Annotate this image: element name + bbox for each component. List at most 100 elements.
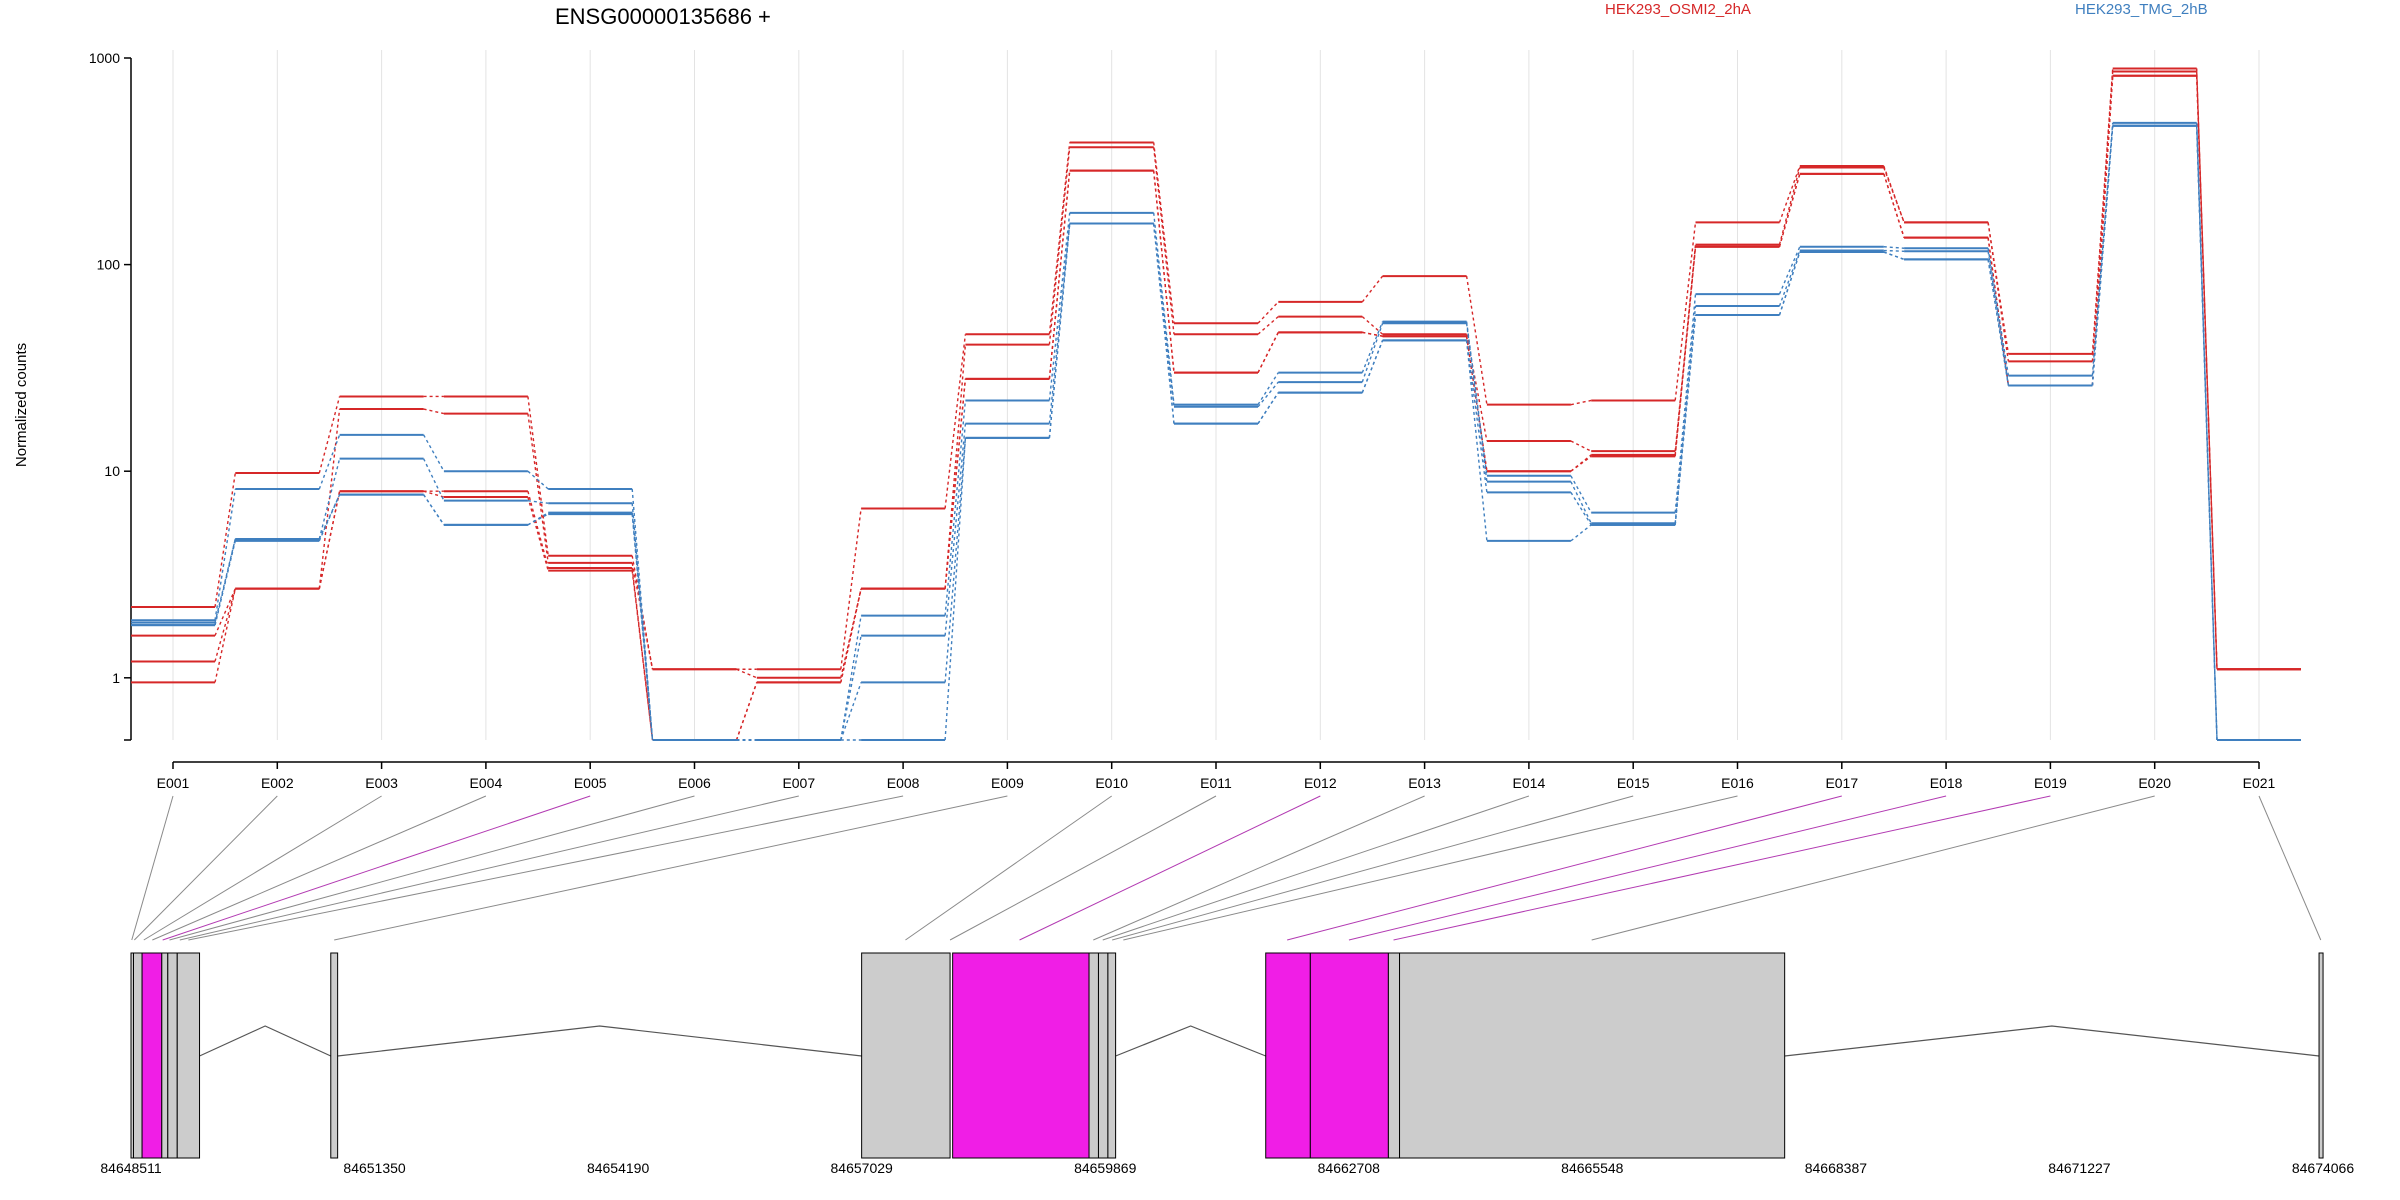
x-tick-label-e013: E013 bbox=[1408, 775, 1441, 791]
x-tick-label-e011: E011 bbox=[1200, 775, 1232, 791]
series-transition bbox=[1257, 392, 1279, 424]
highlighted-exon-block bbox=[1265, 952, 1311, 1159]
series-transition bbox=[1257, 372, 1279, 406]
gene-model-track bbox=[130, 952, 2324, 1159]
series-transition bbox=[1361, 316, 1384, 335]
series-transition bbox=[1883, 249, 1905, 252]
exon-block bbox=[2318, 952, 2324, 1159]
series-transition bbox=[1465, 275, 1488, 405]
x-tick-label-e002: E002 bbox=[261, 775, 294, 791]
connector-e005 bbox=[162, 795, 591, 941]
x-tick-label-e007: E007 bbox=[782, 775, 815, 791]
series-transition bbox=[1153, 142, 1175, 324]
series-transition bbox=[214, 488, 236, 621]
series-transition bbox=[944, 437, 967, 741]
intron-line bbox=[1115, 1025, 1266, 1057]
coordinate-label: 84648511 bbox=[100, 1160, 161, 1176]
x-tick-label-e019: E019 bbox=[2034, 775, 2067, 791]
connector-e002 bbox=[133, 795, 278, 941]
series-transition bbox=[1361, 323, 1384, 383]
intron-line bbox=[199, 1025, 332, 1057]
series-transition bbox=[1048, 212, 1071, 401]
series-transition bbox=[318, 396, 341, 474]
intron-line bbox=[337, 1025, 862, 1057]
chart-title: ENSG00000135686 + bbox=[555, 4, 771, 29]
series-transition bbox=[1257, 316, 1279, 335]
series-transition bbox=[1883, 246, 1905, 249]
series-transition bbox=[944, 344, 967, 589]
series-transition bbox=[1674, 294, 1697, 513]
series-transition bbox=[1153, 212, 1175, 405]
x-tick-label-e012: E012 bbox=[1304, 775, 1337, 791]
series-transition bbox=[1465, 340, 1488, 541]
connector-e019 bbox=[1393, 795, 2051, 941]
coordinate-label: 84674066 bbox=[2292, 1160, 2355, 1176]
series-transition bbox=[1778, 251, 1801, 316]
highlighted-exon-block bbox=[952, 952, 1090, 1159]
series-transition bbox=[1361, 275, 1384, 303]
exon-block bbox=[167, 952, 178, 1159]
series-transition bbox=[527, 512, 549, 526]
series-transition bbox=[214, 588, 236, 683]
series-transition bbox=[944, 334, 967, 509]
series-transition bbox=[1465, 323, 1488, 482]
series-transition bbox=[214, 588, 236, 662]
y-tick-label: 10 bbox=[104, 463, 120, 479]
connector-e011 bbox=[949, 795, 1217, 941]
series-transition bbox=[423, 490, 445, 498]
series-transition bbox=[318, 434, 341, 490]
series-transition bbox=[423, 408, 445, 415]
connector-e017 bbox=[1287, 795, 1842, 941]
exon-block bbox=[161, 952, 169, 1159]
y-tick-label: 100 bbox=[97, 257, 121, 273]
exon-block bbox=[1097, 952, 1109, 1159]
series-transition bbox=[944, 400, 967, 616]
series-transition bbox=[1048, 170, 1071, 379]
series-transition bbox=[1465, 336, 1488, 472]
series-transition bbox=[2091, 122, 2114, 376]
series-transition bbox=[1153, 223, 1175, 407]
series-transition bbox=[318, 494, 341, 542]
series-transition bbox=[1778, 173, 1801, 247]
series-transition bbox=[1570, 524, 1592, 542]
series-transition bbox=[631, 570, 654, 741]
y-axis-label: Normalized counts bbox=[13, 343, 30, 467]
series-transition bbox=[214, 588, 236, 636]
series-transition bbox=[2196, 75, 2218, 670]
series-transition bbox=[1257, 301, 1279, 324]
series-8 bbox=[131, 124, 2301, 741]
exon-block bbox=[1088, 952, 1099, 1159]
series-transition bbox=[1674, 314, 1697, 525]
series-transition bbox=[631, 514, 654, 741]
exon-block bbox=[861, 952, 951, 1159]
exon-block bbox=[330, 952, 339, 1159]
series-transition bbox=[2196, 68, 2218, 670]
connector-e007 bbox=[179, 795, 799, 941]
series-transition bbox=[1883, 173, 1905, 238]
series-transition bbox=[318, 491, 341, 589]
legend-entry-osmi2: HEK293_OSMI2_2hA bbox=[1605, 1, 1751, 18]
connector-e009 bbox=[334, 795, 1008, 941]
series-transition bbox=[527, 491, 549, 569]
exon-gridlines bbox=[172, 50, 2260, 740]
series-transition bbox=[840, 588, 862, 683]
x-tick-label-e017: E017 bbox=[1825, 775, 1858, 791]
x-tick-label-e010: E010 bbox=[1095, 775, 1128, 791]
series-transition bbox=[840, 682, 862, 741]
series-transition bbox=[1048, 142, 1071, 335]
series-transition bbox=[1257, 381, 1279, 408]
connector-e020 bbox=[1591, 795, 2155, 941]
exon-block bbox=[1399, 952, 1786, 1159]
series-transition bbox=[631, 567, 654, 741]
series-transition bbox=[1048, 223, 1071, 438]
series-transition bbox=[422, 458, 445, 501]
x-tick-label-e021: E021 bbox=[2243, 775, 2276, 791]
exon-block bbox=[1387, 952, 1401, 1159]
x-tick-label-e003: E003 bbox=[365, 775, 398, 791]
series-transition bbox=[214, 538, 236, 623]
coordinate-label: 84659869 bbox=[1074, 1160, 1137, 1176]
series-transition bbox=[1987, 251, 2010, 386]
series-transition bbox=[1883, 167, 1905, 223]
x-tick-label-e005: E005 bbox=[574, 775, 607, 791]
x-tick-label-e020: E020 bbox=[2138, 775, 2171, 791]
